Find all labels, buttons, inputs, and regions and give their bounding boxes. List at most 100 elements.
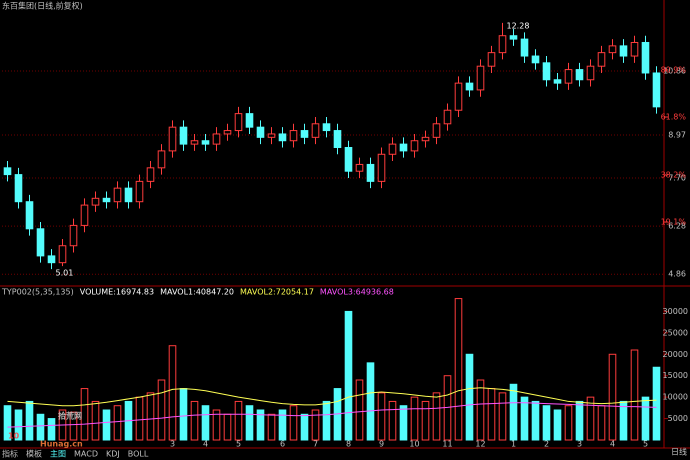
- volume-bar: [245, 405, 254, 441]
- candle-body: [641, 41, 650, 74]
- volume-bar: [179, 388, 188, 441]
- fib-label: 61.8%: [661, 113, 687, 122]
- candle-body: [443, 109, 452, 125]
- volume-bar: [520, 396, 529, 441]
- period-label: 日线: [671, 447, 687, 457]
- candle-body: [278, 133, 287, 142]
- x-tick-label: 5: [236, 440, 241, 449]
- volume-bar: [586, 396, 595, 441]
- candle-body: [322, 123, 331, 132]
- candle-body: [498, 35, 507, 54]
- volume-bar: [344, 310, 353, 441]
- volume-bar: [168, 345, 177, 441]
- candle-body: [234, 113, 243, 132]
- volume-bar: [399, 405, 408, 441]
- candle-body: [102, 197, 111, 203]
- x-tick-label: 3: [577, 440, 582, 449]
- candle-body: [311, 123, 320, 138]
- toolbar-tab[interactable]: 主图: [50, 449, 66, 459]
- volume-bar: [3, 405, 12, 441]
- volume-bar: [190, 400, 199, 441]
- indicator-header: MAVOL2:72054.17: [240, 288, 314, 297]
- volume-bar: [278, 409, 287, 441]
- candle-body: [124, 187, 133, 203]
- volume-bar: [212, 409, 221, 441]
- candle-body: [432, 123, 441, 138]
- candle-body: [366, 163, 375, 182]
- candle-body: [146, 167, 155, 182]
- watermark: 10: [8, 432, 20, 441]
- volume-bar: [366, 362, 375, 441]
- x-tick-label: 4: [610, 440, 615, 449]
- volume-bar: [267, 413, 276, 441]
- y-tick-label: 4.86: [668, 270, 686, 279]
- candle-body: [586, 65, 595, 81]
- candle-body: [135, 180, 144, 203]
- volume-tick-label: 15000: [663, 371, 688, 380]
- candle-body: [597, 52, 606, 67]
- candle-body: [190, 140, 199, 145]
- volume-bar: [410, 396, 419, 441]
- candle-body: [520, 38, 529, 57]
- fib-label: 38.2%: [661, 170, 687, 179]
- candle-body: [179, 126, 188, 145]
- candle-body: [553, 79, 562, 84]
- candle-body: [256, 126, 265, 138]
- toolbar-tab[interactable]: BOLL: [128, 450, 149, 459]
- volume-bar: [432, 392, 441, 441]
- toolbar-tab[interactable]: 模板: [26, 449, 42, 459]
- toolbar-tab[interactable]: 指标: [2, 449, 18, 459]
- indicator-header: TYP002(5,35,135): [1, 288, 74, 297]
- toolbar-tab[interactable]: MACD: [74, 450, 98, 459]
- candle-body: [509, 35, 518, 40]
- candle-body: [58, 245, 67, 264]
- volume-bar: [476, 379, 485, 441]
- volume-bar: [498, 392, 507, 441]
- x-tick-label: 6: [280, 440, 285, 449]
- candle-body: [14, 174, 23, 203]
- volume-bar: [14, 409, 23, 441]
- candle-body: [421, 136, 430, 142]
- candle-body: [399, 143, 408, 152]
- candle-body: [3, 167, 12, 176]
- high-annotation: 12.28: [507, 21, 530, 30]
- x-tick-label: 8: [346, 440, 351, 449]
- candle-body: [168, 126, 177, 152]
- x-tick-label: 5: [643, 440, 648, 449]
- volume-tick-label: 10000: [663, 393, 688, 402]
- volume-bar: [146, 392, 155, 441]
- watermark: 拾荒网: [58, 411, 82, 421]
- volume-bar: [234, 400, 243, 441]
- volume-bar: [69, 411, 78, 441]
- candle-body: [157, 150, 166, 169]
- y-tick-label: 8.97: [668, 130, 686, 139]
- low-annotation: 5.01: [56, 269, 74, 278]
- indicator-header: VOLUME:16974.83: [80, 288, 154, 297]
- x-tick-label: 3: [170, 440, 175, 449]
- volume-bar: [597, 405, 606, 441]
- candle-body: [630, 41, 639, 57]
- x-tick-label: 7: [313, 440, 318, 449]
- watermark: Hunag.cn: [40, 440, 83, 449]
- volume-bar: [311, 409, 320, 441]
- toolbar-tab[interactable]: KDJ: [106, 450, 120, 459]
- candle-body: [377, 153, 386, 182]
- volume-bar: [36, 413, 45, 441]
- candle-body: [69, 224, 78, 247]
- volume-bar: [509, 383, 518, 441]
- volume-bar: [575, 400, 584, 441]
- volume-bar: [157, 379, 166, 441]
- volume-bar: [300, 413, 309, 441]
- candle-body: [652, 72, 661, 108]
- candle-body: [223, 130, 232, 135]
- chart-title: 东百集团(日线,前复权): [2, 1, 83, 11]
- candle-body: [80, 204, 89, 226]
- volume-tick-label: 25000: [663, 328, 688, 337]
- volume-bar: [113, 405, 122, 441]
- candle-body: [25, 201, 34, 230]
- x-tick-label: 4: [203, 440, 208, 449]
- volume-bar: [135, 396, 144, 441]
- candle-body: [531, 55, 540, 64]
- volume-ma-line: [7, 387, 657, 407]
- volume-bar: [47, 418, 56, 441]
